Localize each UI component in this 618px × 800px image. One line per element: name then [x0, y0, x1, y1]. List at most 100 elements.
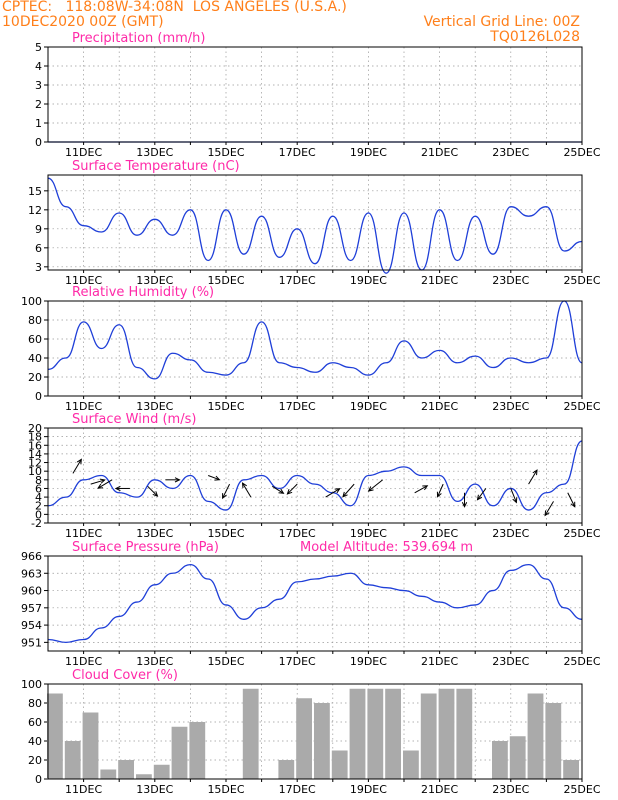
- panel-title: Precipitation (mm/h): [72, 31, 205, 46]
- x-tick-label: 11DEC: [65, 400, 102, 413]
- y-tick-label: 951: [21, 636, 42, 649]
- panel-title: Relative Humidity (%): [72, 285, 214, 300]
- wind-arrow: [544, 501, 554, 516]
- y-tick-label: 4: [35, 491, 42, 504]
- cloud-bar: [171, 726, 188, 779]
- wind-arrow-head: [436, 491, 442, 498]
- wind-arrow: [477, 488, 487, 500]
- cloud-bar: [456, 688, 473, 779]
- cloud-bar: [82, 712, 99, 779]
- panel-annotation: Model Altitude: 539.694 m: [300, 540, 473, 555]
- wind-arrow-head: [97, 483, 104, 489]
- x-tick-label: 19DEC: [350, 146, 387, 159]
- cloud-bar: [189, 722, 206, 779]
- y-tick-label: 0: [35, 136, 42, 149]
- y-tick-label: 6: [35, 242, 42, 255]
- cloud-bar: [100, 769, 117, 779]
- x-tick-label: 21DEC: [421, 527, 458, 540]
- wind-arrow: [72, 459, 82, 474]
- wind-arrow: [414, 485, 428, 494]
- x-tick-label: 21DEC: [421, 783, 458, 796]
- series-line: [47, 563, 583, 644]
- wind-arrow: [567, 492, 576, 507]
- header-grid-note: Vertical Grid Line: 00Z: [423, 14, 580, 30]
- cloud-bar: [64, 741, 81, 779]
- y-tick-label: 100: [21, 678, 42, 691]
- x-tick-label: 11DEC: [65, 783, 102, 796]
- y-tick-label: 80: [28, 697, 42, 710]
- panel-title: Surface Wind (m/s): [72, 412, 196, 427]
- y-tick-label: 20: [28, 754, 42, 767]
- cloud-bar: [47, 693, 63, 779]
- x-tick-label: 15DEC: [207, 146, 244, 159]
- y-tick-label: 2: [35, 500, 42, 513]
- wind-arrow-head: [278, 488, 285, 494]
- x-tick-label: 13DEC: [136, 400, 173, 413]
- wind-arrow: [510, 488, 517, 503]
- wind-arrow-head: [532, 469, 538, 476]
- panel-frame: [47, 174, 583, 271]
- x-tick-label: 13DEC: [136, 527, 173, 540]
- y-tick-label: 60: [28, 716, 42, 729]
- y-tick-label: 4: [35, 60, 42, 73]
- y-tick-label: 15: [28, 185, 42, 198]
- x-tick-label: 19DEC: [350, 783, 387, 796]
- y-tick-label: 0: [35, 773, 42, 786]
- wind-arrow: [287, 483, 298, 495]
- wind-arrow: [97, 479, 113, 489]
- cloud-bar: [278, 760, 295, 779]
- y-tick-label: 100: [21, 295, 42, 308]
- y-tick-label: 40: [28, 735, 42, 748]
- x-tick-label: 23DEC: [492, 655, 529, 668]
- y-tick-label: 14: [28, 448, 42, 461]
- x-tick-label: 17DEC: [279, 783, 316, 796]
- wind-arrow-head: [334, 488, 341, 494]
- cloud-bar: [296, 698, 312, 779]
- panel-frame: [47, 300, 583, 397]
- y-tick-label: 5: [35, 41, 42, 54]
- panel-title: Cloud Cover (%): [72, 668, 178, 683]
- cloud-bar: [527, 693, 544, 779]
- x-tick-label: 11DEC: [65, 527, 102, 540]
- cloud-bar: [545, 703, 562, 779]
- wind-arrow-head: [99, 478, 106, 484]
- cloud-bar: [136, 774, 152, 779]
- x-tick-label: 13DEC: [136, 655, 173, 668]
- cloud-bar: [509, 736, 526, 779]
- wind-arrow: [147, 485, 158, 497]
- y-tick-label: 6: [35, 482, 42, 495]
- y-tick-label: 954: [21, 619, 42, 632]
- x-tick-label: 15DEC: [207, 274, 244, 287]
- panel-frame: [47, 427, 583, 524]
- x-tick-label: 17DEC: [279, 274, 316, 287]
- x-tick-label: 17DEC: [279, 400, 316, 413]
- panel-frame: [47, 555, 583, 652]
- y-tick-label: 0: [35, 390, 42, 403]
- cloud-bar: [367, 688, 384, 779]
- y-tick-label: 80: [28, 314, 42, 327]
- x-tick-label: 17DEC: [279, 527, 316, 540]
- wind-arrow-head: [461, 502, 468, 508]
- wind-arrow: [342, 483, 355, 498]
- wind-arrow-head: [342, 491, 348, 498]
- cloud-bar: [385, 688, 401, 779]
- y-tick-label: 20: [28, 371, 42, 384]
- y-tick-label: 957: [21, 602, 42, 615]
- wind-arrow: [90, 479, 105, 485]
- y-tick-label: 16: [28, 439, 42, 452]
- x-tick-label: 11DEC: [65, 146, 102, 159]
- y-tick-label: 12: [28, 457, 42, 470]
- x-tick-label: 19DEC: [350, 527, 387, 540]
- panel-5: 0 20 40 60 80 100 11DEC 13DEC 15DEC 17DEC 19DEC 21D…: [21, 668, 601, 796]
- y-tick-label: 963: [21, 567, 42, 580]
- wind-arrow-head: [214, 475, 221, 481]
- x-tick-label: 21DEC: [421, 146, 458, 159]
- wind-arrow: [368, 479, 383, 492]
- x-tick-label: 13DEC: [136, 274, 173, 287]
- x-tick-label: 23DEC: [492, 400, 529, 413]
- x-tick-label: 23DEC: [492, 783, 529, 796]
- x-tick-label: 11DEC: [65, 274, 102, 287]
- wind-arrow-head: [476, 494, 483, 501]
- x-tick-label: 17DEC: [279, 146, 316, 159]
